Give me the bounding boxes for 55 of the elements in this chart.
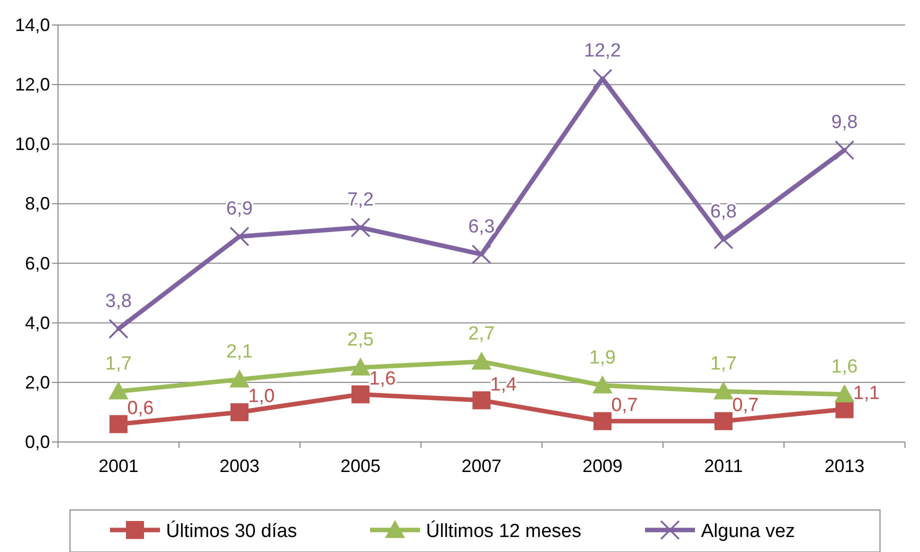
point: [834, 140, 854, 160]
y-tick-label: 4,0: [24, 312, 50, 333]
point: [230, 226, 250, 246]
data-label: 1,0: [248, 386, 275, 408]
data-label: 2,7: [468, 324, 495, 345]
legend-label: Úlltimos 12 meses: [426, 520, 582, 542]
point: [714, 230, 734, 250]
x-tick-label: 2005: [340, 456, 381, 476]
point: [594, 412, 612, 430]
x-tick-label: 2007: [461, 456, 502, 476]
point: [472, 352, 492, 370]
y-tick-label: 6,0: [24, 253, 50, 274]
data-label: 6,3: [468, 216, 495, 238]
data-label: 0,7: [732, 395, 759, 416]
data-label: 1,1: [853, 383, 880, 404]
y-tick-label: 14,0: [14, 15, 50, 35]
legend-label: Alguna vez: [701, 521, 796, 542]
x-tick-label: 2013: [824, 456, 865, 476]
data-label: 2,1: [226, 341, 253, 362]
data-label: 1,6: [831, 356, 858, 378]
y-tick-label: 10,0: [14, 134, 50, 154]
data-label: 1,7: [710, 353, 737, 374]
y-tick-label: 0,0: [24, 432, 50, 452]
x-tick-label: 2011: [704, 456, 743, 476]
point: [230, 369, 250, 388]
point: [352, 385, 370, 404]
x-tick-label: 2003: [219, 456, 260, 476]
data-label: 6,9: [226, 198, 253, 220]
data-label: 0,6: [127, 398, 154, 420]
data-label: 12,2: [584, 40, 621, 62]
point: [108, 381, 128, 400]
data-label: 3,8: [105, 290, 132, 312]
point: [108, 318, 128, 339]
data-label: 6,8: [710, 201, 737, 222]
point: [350, 218, 370, 238]
point: [834, 384, 854, 402]
legend-label: Últimos 30 días: [166, 520, 297, 542]
point: [472, 244, 492, 264]
point: [714, 412, 732, 430]
data-label: 2,5: [347, 330, 374, 351]
x-tick-label: 2009: [582, 456, 623, 476]
point: [350, 358, 370, 376]
y-tick-label: 8,0: [24, 194, 50, 214]
point: [714, 381, 734, 400]
data-label: 1,9: [589, 347, 616, 368]
point: [110, 415, 128, 434]
point: [472, 391, 490, 410]
data-label: 1,7: [105, 353, 132, 374]
x-tick-label: 2001: [98, 456, 139, 476]
point: [230, 403, 248, 422]
data-label: 0,7: [611, 395, 638, 416]
data-label: 9,8: [831, 112, 858, 134]
y-tick-label: 2,0: [24, 372, 50, 392]
y-tick-label: 12,0: [14, 74, 50, 95]
point: [592, 375, 612, 394]
